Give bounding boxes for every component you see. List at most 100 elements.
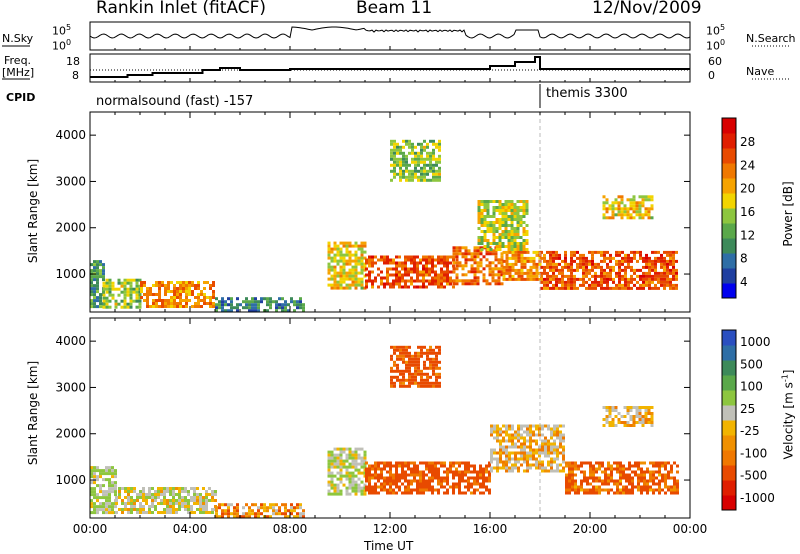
data-cell [555, 286, 558, 290]
data-cell [611, 409, 615, 412]
data-cell [111, 469, 114, 473]
data-cell [461, 470, 464, 474]
data-cell [245, 306, 248, 310]
data-cell [573, 280, 576, 284]
data-cell [96, 278, 99, 282]
data-cell [633, 253, 636, 257]
data-cell [549, 286, 552, 290]
data-cell [619, 479, 622, 483]
data-cell [443, 279, 446, 283]
data-cell [549, 259, 552, 263]
data-cell [392, 279, 395, 283]
data-cell [555, 262, 558, 266]
data-cell [296, 303, 299, 307]
data-cell [348, 471, 352, 475]
data-cell [490, 424, 493, 428]
data-cell [489, 227, 493, 230]
data-cell [236, 309, 239, 313]
data-cell [339, 459, 343, 463]
data-cell [616, 464, 619, 468]
data-cell [172, 490, 175, 493]
data-cell [126, 290, 130, 294]
data-cell [482, 276, 486, 280]
data-cell [504, 206, 508, 209]
data-cell [610, 467, 613, 471]
data-cell [485, 279, 489, 283]
data-cell [190, 499, 193, 502]
data-cell [504, 203, 508, 206]
data-cell [561, 274, 564, 278]
data-cell [609, 265, 612, 269]
data-cell [393, 375, 396, 379]
data-cell [281, 309, 284, 313]
data-cell [649, 476, 652, 480]
data-cell [666, 259, 669, 263]
y-tick-label: 4000 [55, 334, 86, 348]
data-cell [405, 366, 408, 370]
data-cell [342, 262, 346, 266]
data-cell [435, 345, 438, 349]
data-cell [476, 470, 479, 474]
data-cell [467, 467, 470, 471]
data-cell [535, 448, 538, 452]
data-cell [553, 442, 556, 446]
data-cell [176, 293, 179, 296]
data-cell [149, 305, 152, 308]
data-cell [611, 406, 615, 409]
data-cell [502, 259, 506, 263]
data-cell [333, 277, 337, 281]
data-cell [627, 259, 630, 263]
data-cell [405, 163, 408, 167]
data-cell [218, 300, 221, 304]
data-cell [420, 169, 423, 173]
data-cell [239, 303, 242, 307]
data-cell [495, 245, 499, 248]
data-cell [438, 175, 441, 179]
data-cell [458, 279, 462, 283]
data-cell [357, 277, 361, 281]
data-cell [157, 511, 160, 514]
data-cell [368, 464, 371, 468]
data-cell [105, 281, 109, 285]
data-cell [90, 287, 93, 291]
data-cell [360, 265, 364, 269]
data-cell [188, 281, 191, 284]
data-cell [558, 271, 561, 275]
data-cell [610, 479, 613, 483]
data-cell [227, 512, 230, 516]
data-cell [483, 239, 487, 242]
data-cell [517, 457, 520, 461]
data-cell [251, 297, 254, 301]
data-cell [523, 262, 527, 266]
data-cell [102, 290, 105, 294]
data-cell [513, 209, 517, 212]
data-cell [511, 442, 514, 446]
data-cell [111, 296, 115, 300]
data-cell [419, 279, 422, 283]
data-cell [428, 482, 431, 486]
data-cell [435, 172, 438, 176]
data-cell [248, 300, 251, 304]
data-cell [489, 242, 493, 245]
data-cell [407, 267, 410, 271]
data-cell [390, 366, 393, 370]
data-cell [90, 499, 93, 503]
data-cell [438, 360, 441, 364]
data-cell [399, 175, 402, 179]
data-cell [393, 172, 396, 176]
data-cell [345, 447, 349, 451]
data-cell [514, 277, 518, 281]
data-cell [523, 271, 527, 275]
data-cell [638, 406, 642, 409]
data-cell [396, 366, 399, 370]
data-cell [233, 515, 236, 519]
data-cell [215, 509, 218, 513]
cpid-left-text: normalsound (fast) -157 [96, 94, 254, 109]
data-cell [618, 277, 621, 281]
data-cell [473, 482, 476, 486]
data-cell [440, 464, 443, 468]
data-cell [105, 496, 108, 500]
data-cell [386, 267, 389, 271]
data-cell [526, 427, 529, 431]
data-cell [511, 277, 515, 281]
